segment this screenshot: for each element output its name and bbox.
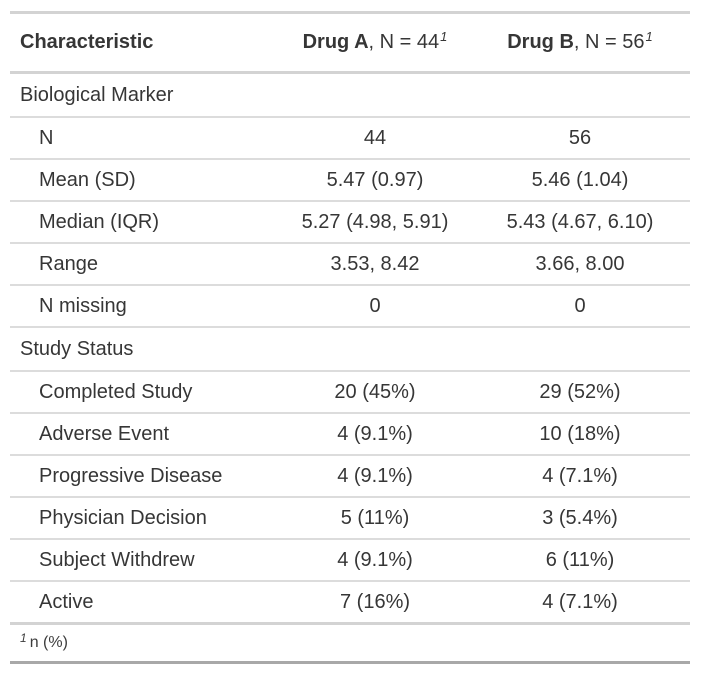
footnote-mark: 1 bbox=[645, 29, 653, 44]
table-row-range: Range 3.53, 8.42 3.66, 8.00 bbox=[10, 243, 690, 286]
row-label: Adverse Event bbox=[10, 413, 280, 456]
table-row-mean-sd: Mean (SD) 5.47 (0.97) 5.46 (1.04) bbox=[10, 159, 690, 202]
cell-drug-a: 0 bbox=[280, 285, 470, 328]
row-label: Progressive Disease bbox=[10, 455, 280, 498]
row-label: N missing bbox=[10, 285, 280, 328]
summary-table-container: Characteristic Drug A, N = 441 Drug B, N… bbox=[10, 11, 690, 664]
column-header-characteristic: Characteristic bbox=[10, 12, 280, 74]
table-row-physician-decision: Physician Decision 5 (11%) 3 (5.4%) bbox=[10, 497, 690, 540]
cell-drug-a: 5.47 (0.97) bbox=[280, 159, 470, 202]
column-header-drug-a-name: Drug A bbox=[302, 31, 369, 53]
footnote-text: n (%) bbox=[29, 634, 68, 651]
cell-drug-b: 3.66, 8.00 bbox=[470, 243, 690, 286]
column-header-drug-a-n: , N = 44 bbox=[368, 31, 440, 53]
table-row-n: N 44 56 bbox=[10, 117, 690, 160]
cell-drug-a: 44 bbox=[280, 117, 470, 160]
column-header-drug-a: Drug A, N = 441 bbox=[280, 12, 470, 74]
table-row-completed-study: Completed Study 20 (45%) 29 (52%) bbox=[10, 371, 690, 414]
cell-drug-b: 0 bbox=[470, 285, 690, 328]
cell-drug-a: 7 (16%) bbox=[280, 581, 470, 625]
row-label: Active bbox=[10, 581, 280, 625]
cell-drug-b: 6 (11%) bbox=[470, 539, 690, 582]
cell-drug-b: 56 bbox=[470, 117, 690, 160]
row-label: Mean (SD) bbox=[10, 159, 280, 202]
cell-drug-b: 4 (7.1%) bbox=[470, 455, 690, 498]
row-label: Completed Study bbox=[10, 371, 280, 414]
row-label: Subject Withdrew bbox=[10, 539, 280, 582]
footnote-mark: 1 bbox=[20, 631, 27, 645]
cell-drug-b: 5.43 (4.67, 6.10) bbox=[470, 201, 690, 244]
row-label: N bbox=[10, 117, 280, 160]
footnote-mark: 1 bbox=[440, 29, 448, 44]
cell-drug-a: 5.27 (4.98, 5.91) bbox=[280, 201, 470, 244]
cell-drug-a: 4 (9.1%) bbox=[280, 413, 470, 456]
cell-drug-a: 20 (45%) bbox=[280, 371, 470, 414]
group-label: Biological Marker bbox=[10, 72, 690, 118]
table-row-active: Active 7 (16%) 4 (7.1%) bbox=[10, 581, 690, 625]
group-row-study-status: Study Status bbox=[10, 327, 690, 372]
table-row-progressive-disease: Progressive Disease 4 (9.1%) 4 (7.1%) bbox=[10, 455, 690, 498]
row-label: Physician Decision bbox=[10, 497, 280, 540]
table-row-adverse-event: Adverse Event 4 (9.1%) 10 (18%) bbox=[10, 413, 690, 456]
cell-drug-b: 5.46 (1.04) bbox=[470, 159, 690, 202]
row-label: Median (IQR) bbox=[10, 201, 280, 244]
cell-drug-a: 4 (9.1%) bbox=[280, 539, 470, 582]
cell-drug-b: 4 (7.1%) bbox=[470, 581, 690, 625]
column-header-drug-b: Drug B, N = 561 bbox=[470, 12, 690, 74]
group-row-biological-marker: Biological Marker bbox=[10, 72, 690, 118]
row-label: Range bbox=[10, 243, 280, 286]
cell-drug-b: 3 (5.4%) bbox=[470, 497, 690, 540]
column-header-drug-b-n: , N = 56 bbox=[573, 31, 645, 53]
column-header-drug-b-name: Drug B bbox=[507, 31, 574, 53]
table-row-subject-withdrew: Subject Withdrew 4 (9.1%) 6 (11%) bbox=[10, 539, 690, 582]
cell-drug-a: 4 (9.1%) bbox=[280, 455, 470, 498]
table-row-n-missing: N missing 0 0 bbox=[10, 285, 690, 328]
cell-drug-b: 29 (52%) bbox=[470, 371, 690, 414]
cell-drug-a: 5 (11%) bbox=[280, 497, 470, 540]
header-row: Characteristic Drug A, N = 441 Drug B, N… bbox=[10, 12, 690, 74]
summary-table: Characteristic Drug A, N = 441 Drug B, N… bbox=[10, 11, 690, 664]
table-header: Characteristic Drug A, N = 441 Drug B, N… bbox=[10, 12, 690, 74]
cell-drug-a: 3.53, 8.42 bbox=[280, 243, 470, 286]
group-label: Study Status bbox=[10, 327, 690, 372]
cell-drug-b: 10 (18%) bbox=[470, 413, 690, 456]
table-row-median-iqr: Median (IQR) 5.27 (4.98, 5.91) 5.43 (4.6… bbox=[10, 201, 690, 244]
table-body: Biological Marker N 44 56 Mean (SD) 5.47… bbox=[10, 72, 690, 625]
